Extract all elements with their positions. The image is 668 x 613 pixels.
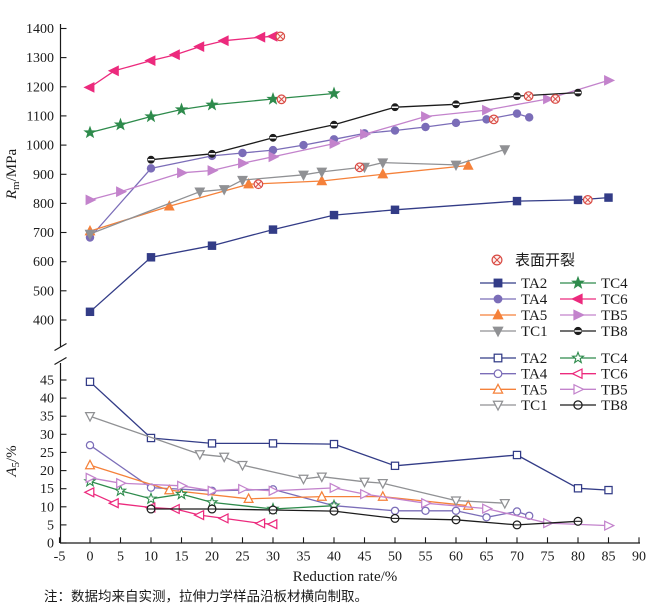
- series-TA4-top: [85, 109, 534, 242]
- svg-text:TC4: TC4: [601, 276, 628, 292]
- svg-text:1400: 1400: [26, 22, 54, 37]
- svg-text:700: 700: [33, 226, 54, 241]
- svg-text:TA5: TA5: [521, 382, 547, 398]
- svg-text:15: 15: [175, 550, 189, 565]
- svg-text:1000: 1000: [26, 139, 54, 154]
- svg-text:500: 500: [33, 284, 54, 299]
- svg-text:10: 10: [40, 500, 54, 515]
- svg-text:0: 0: [87, 550, 94, 565]
- series-TC6-bottom: [83, 486, 278, 530]
- svg-text:60: 60: [449, 550, 463, 565]
- svg-text:20: 20: [205, 550, 219, 565]
- x-axis-ticks: -5 0 5 10 15 20 25 30 35 40 45 50 55 60 65 70 75 80 85 90: [54, 537, 646, 565]
- svg-text:600: 600: [33, 255, 54, 270]
- svg-text:1100: 1100: [27, 109, 54, 124]
- y-axis: [54, 24, 67, 543]
- svg-text:30: 30: [266, 550, 280, 565]
- series-TB8-bottom: [146, 504, 583, 530]
- svg-text:5: 5: [117, 550, 124, 565]
- svg-text:A5/%: A5/%: [4, 445, 22, 477]
- svg-text:30: 30: [40, 428, 54, 443]
- svg-text:TA4: TA4: [521, 292, 548, 308]
- svg-text:80: 80: [571, 550, 585, 565]
- svg-text:50: 50: [388, 550, 402, 565]
- svg-text:15: 15: [40, 482, 54, 497]
- svg-text:TA5: TA5: [521, 308, 547, 324]
- series-TB5-bottom: [85, 472, 616, 532]
- svg-text:表面开裂: 表面开裂: [515, 252, 575, 269]
- series-TB8-top: [147, 88, 582, 164]
- series-TA2-bottom: [85, 377, 613, 495]
- svg-text:45: 45: [358, 550, 372, 565]
- svg-text:0: 0: [47, 537, 54, 552]
- svg-text:TC6: TC6: [601, 367, 628, 383]
- svg-text:TB5: TB5: [601, 382, 628, 398]
- svg-text:55: 55: [419, 550, 433, 565]
- series-TC6-top: [83, 30, 278, 93]
- svg-text:1300: 1300: [26, 51, 54, 66]
- svg-text:-5: -5: [54, 550, 66, 565]
- figure-note: 注：数据均来自实测，拉伸力学样品沿板材横向制取。: [44, 589, 368, 604]
- svg-text:800: 800: [33, 197, 54, 212]
- series-TA2-top: [85, 193, 613, 317]
- svg-text:400: 400: [33, 314, 54, 329]
- svg-text:65: 65: [480, 550, 494, 565]
- svg-text:900: 900: [33, 168, 54, 183]
- svg-text:1200: 1200: [26, 80, 54, 95]
- series-TC4-top: [83, 86, 341, 139]
- svg-text:TA4: TA4: [521, 367, 548, 383]
- svg-text:40: 40: [40, 392, 54, 407]
- svg-text:40: 40: [327, 550, 341, 565]
- svg-text:35: 35: [297, 550, 311, 565]
- svg-text:75: 75: [541, 550, 555, 565]
- svg-text:Rm/MPa: Rm/MPa: [4, 149, 22, 201]
- svg-text:TB8: TB8: [601, 324, 628, 340]
- series-TC1-top: [84, 145, 511, 241]
- svg-text:TC6: TC6: [601, 292, 628, 308]
- series-TB5-top: [85, 74, 616, 206]
- svg-text:TB5: TB5: [601, 308, 628, 324]
- series-TA5-top: [84, 159, 474, 236]
- svg-text:TB8: TB8: [601, 398, 628, 414]
- surface-crack-marks: [253, 31, 593, 205]
- legend: 表面开裂TA2TA4TA5TC1TC4TC6TB5TB8TA2TA4TA5TC1…: [480, 252, 628, 414]
- legend-crack-entry: [491, 254, 503, 266]
- svg-text:5: 5: [47, 518, 54, 533]
- x-axis-label: Reduction rate/%: [293, 569, 398, 585]
- svg-text:TC4: TC4: [601, 351, 628, 367]
- y-axis-label-top: Rm/MPa: [4, 149, 22, 201]
- svg-text:85: 85: [602, 550, 616, 565]
- svg-text:90: 90: [632, 550, 646, 565]
- y-axis-ticks-top: 400 500 600 700 800 900 1000 1100 1200 1300 1400: [26, 22, 67, 329]
- svg-text:35: 35: [40, 410, 54, 425]
- svg-text:25: 25: [236, 550, 250, 565]
- svg-text:TC1: TC1: [521, 398, 548, 414]
- svg-text:Reduction rate/%: Reduction rate/%: [293, 569, 398, 585]
- svg-text:20: 20: [40, 464, 54, 479]
- y-axis-ticks-bottom: 0 5 10 15 20 25 30 35 40 45: [40, 374, 67, 552]
- svg-text:70: 70: [510, 550, 524, 565]
- series-TC1-bottom: [84, 411, 511, 510]
- svg-text:TC1: TC1: [521, 324, 548, 340]
- y-axis-label-bottom: A5/%: [4, 445, 22, 477]
- svg-text:TA2: TA2: [521, 351, 547, 367]
- svg-text:10: 10: [144, 550, 158, 565]
- svg-text:25: 25: [40, 446, 54, 461]
- svg-text:TA2: TA2: [521, 276, 547, 292]
- svg-text:45: 45: [40, 374, 54, 389]
